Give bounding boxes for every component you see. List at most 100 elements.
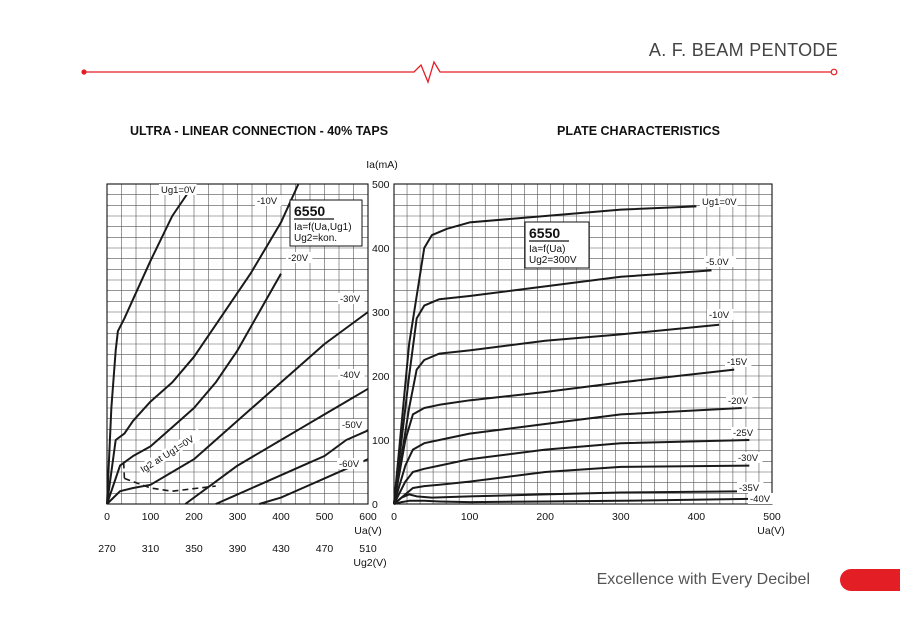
plot-frame bbox=[106, 183, 369, 505]
header-line-end-circle bbox=[830, 68, 838, 76]
series-label: -20V bbox=[288, 253, 309, 264]
x-tick-label: 0 bbox=[104, 511, 110, 523]
plot-frame bbox=[393, 183, 773, 505]
x-tick-label: 400 bbox=[688, 511, 706, 523]
series-curve-2 bbox=[106, 273, 282, 505]
series-curve-5 bbox=[393, 439, 750, 505]
x-tick-label: 100 bbox=[461, 511, 479, 523]
series-label: -35V bbox=[739, 483, 760, 494]
footer-tagline: Excellence with Every Decibel bbox=[596, 571, 810, 588]
series-label-bg bbox=[340, 419, 367, 430]
series-label: -5.0V bbox=[706, 257, 729, 268]
x2-tick-label: 350 bbox=[185, 543, 203, 555]
series-label-bg bbox=[748, 493, 775, 504]
series-label: -10V bbox=[257, 196, 278, 207]
x2-axis-label: Ug2(V) bbox=[353, 557, 386, 569]
series-label-bg bbox=[159, 184, 197, 195]
series-curve-3 bbox=[106, 311, 369, 505]
right-chart: Ug1=0V -5.0V -10V -15V -20V -25V -30V -35V-40V 6… bbox=[391, 183, 785, 537]
x2-tick-label: 510 bbox=[359, 543, 377, 555]
series-label: -30V bbox=[340, 294, 361, 305]
series-label: Ug1=0V bbox=[702, 197, 737, 208]
info-box bbox=[524, 221, 590, 269]
info-box-title: 6550 bbox=[529, 225, 560, 241]
series-label-bg bbox=[726, 395, 753, 406]
header-line-stroke bbox=[84, 60, 832, 84]
left-chart-title: ULTRA - LINEAR CONNECTION - 40% TAPS bbox=[130, 124, 389, 138]
series-label-bg bbox=[704, 256, 736, 267]
series-label: -25V bbox=[733, 428, 754, 439]
series-curve-0 bbox=[393, 205, 697, 505]
series-label: -50V bbox=[342, 420, 363, 431]
x-tick-label: 400 bbox=[272, 511, 290, 523]
x2-tick-label: 390 bbox=[229, 543, 247, 555]
info-box bbox=[289, 199, 363, 247]
y-tick-label: 400 bbox=[372, 243, 390, 255]
series-label: -20V bbox=[728, 396, 749, 407]
series-curve-4 bbox=[393, 407, 742, 505]
info-box-line: Ug2=300V bbox=[529, 255, 577, 266]
chart-grid bbox=[107, 184, 368, 504]
x-axis-label: Ua(V) bbox=[757, 525, 784, 537]
info-box-line: Ug2=kon. bbox=[294, 233, 337, 244]
series-curve-7 bbox=[393, 490, 750, 505]
x-tick-label: 200 bbox=[185, 511, 203, 523]
x-tick-label: 500 bbox=[316, 511, 334, 523]
series-label: Ug1=0V bbox=[161, 185, 196, 196]
y-tick-label: 500 bbox=[372, 179, 390, 191]
series-label: -60V bbox=[339, 459, 360, 470]
x-tick-label: 500 bbox=[763, 511, 781, 523]
series-curve-4 bbox=[184, 387, 369, 505]
document-title: A. F. BEAM PENTODE bbox=[648, 40, 838, 60]
series-label-bg bbox=[707, 309, 734, 320]
annotation-curve bbox=[122, 459, 126, 479]
y-tick-label: 0 bbox=[372, 499, 378, 511]
series-curve-2 bbox=[393, 323, 720, 505]
x-tick-label: 600 bbox=[359, 511, 377, 523]
series-label: -40V bbox=[750, 494, 771, 505]
x-tick-label: 300 bbox=[612, 511, 630, 523]
info-box-line: Ia=f(Ua) bbox=[529, 244, 565, 255]
x-tick-label: 200 bbox=[536, 511, 554, 523]
series-label-bg bbox=[731, 427, 758, 438]
series-label: -10V bbox=[709, 310, 730, 321]
series-label-bg bbox=[725, 356, 752, 367]
series-curve-5 bbox=[215, 429, 369, 505]
x2-tick-label: 430 bbox=[272, 543, 290, 555]
x-tick-label: 100 bbox=[142, 511, 160, 523]
annotation-curve bbox=[124, 477, 216, 493]
annotation-label-bg bbox=[136, 428, 204, 476]
series-label-bg bbox=[338, 369, 365, 380]
x2-tick-label: 310 bbox=[142, 543, 160, 555]
series-curve-3 bbox=[393, 368, 735, 505]
series-curve-6 bbox=[393, 464, 750, 505]
info-box-line: Ia=f(Ua,Ug1) bbox=[294, 222, 352, 233]
x-tick-label: 300 bbox=[229, 511, 247, 523]
x-tick-label: 0 bbox=[391, 511, 397, 523]
series-label-bg bbox=[736, 452, 763, 463]
series-curve-8 bbox=[393, 497, 750, 505]
series-label: -40V bbox=[340, 370, 361, 381]
series-label: -30V bbox=[738, 453, 759, 464]
y-tick-label: 100 bbox=[372, 435, 390, 447]
series-curve-1 bbox=[393, 269, 712, 505]
info-box-title: 6550 bbox=[294, 203, 325, 219]
x2-tick-label: 470 bbox=[316, 543, 334, 555]
series-label-bg bbox=[338, 293, 365, 304]
x2-tick-label: 270 bbox=[98, 543, 116, 555]
y-tick-label: 200 bbox=[372, 371, 390, 383]
footer-accent-pill bbox=[840, 569, 900, 591]
header-pulse-line bbox=[81, 60, 838, 84]
series-label: -15V bbox=[727, 357, 748, 368]
series-label-bg bbox=[700, 196, 738, 207]
series-label-bg bbox=[255, 195, 282, 206]
series-label-bg bbox=[737, 482, 764, 493]
x-axis-label: Ua(V) bbox=[354, 525, 381, 537]
series-label-bg bbox=[337, 458, 364, 469]
series-curve-1 bbox=[106, 183, 300, 505]
right-chart-title: PLATE CHARACTERISTICS bbox=[557, 124, 720, 138]
y-axis-label: Ia(mA) bbox=[366, 159, 398, 171]
series-label-bg bbox=[286, 252, 313, 263]
